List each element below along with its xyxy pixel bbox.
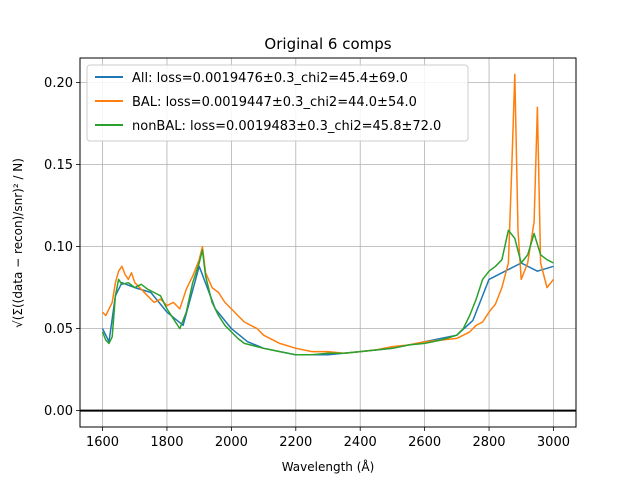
legend-box [86, 64, 469, 142]
series-line-1 [101, 73, 555, 354]
series-layer [101, 73, 555, 356]
chart-title: Original 6 comps [264, 35, 391, 53]
legend-label-0: All: loss=0.0019476±0.3_chi2=45.4±69.0 [132, 71, 408, 86]
x-tick-label: 2200 [279, 435, 312, 450]
x-tick-label: 2400 [344, 435, 377, 450]
y-axis-title-group: √(Σ((data − recon)/snr)² / N) [11, 158, 25, 328]
x-tick-label: 1800 [150, 435, 183, 450]
y-tick-label: 0.20 [44, 76, 73, 91]
legend-label-1: BAL: loss=0.0019447±0.3_chi2=44.0±54.0 [132, 95, 417, 110]
y-tick-label: 0.15 [44, 158, 73, 173]
x-axis-title: Wavelength (Å) [282, 459, 375, 474]
y-tick-label: 0.10 [44, 240, 73, 255]
plot-frame [79, 57, 577, 428]
y-axis-title: √(Σ((data − recon)/snr)² / N) [11, 158, 25, 328]
y-tick-label: 0.05 [44, 322, 73, 337]
series-line-2 [101, 229, 554, 356]
legend: All: loss=0.0019476±0.3_chi2=45.4±69.0 BA… [86, 64, 469, 142]
y-tick-label: 0.00 [44, 404, 73, 419]
tick-layer: 1600 1800 2000 2200 2400 2600 2800 3000 0.00 0.05… [44, 76, 570, 450]
legend-label-2: nonBAL: loss=0.0019483±0.3_chi2=45.8±72.… [132, 119, 441, 134]
x-tick-label: 3000 [537, 435, 570, 450]
x-tick-label: 2000 [215, 435, 248, 450]
x-tick-label: 2600 [408, 435, 441, 450]
x-tick-label: 2800 [472, 435, 505, 450]
x-tick-label: 1600 [86, 435, 119, 450]
